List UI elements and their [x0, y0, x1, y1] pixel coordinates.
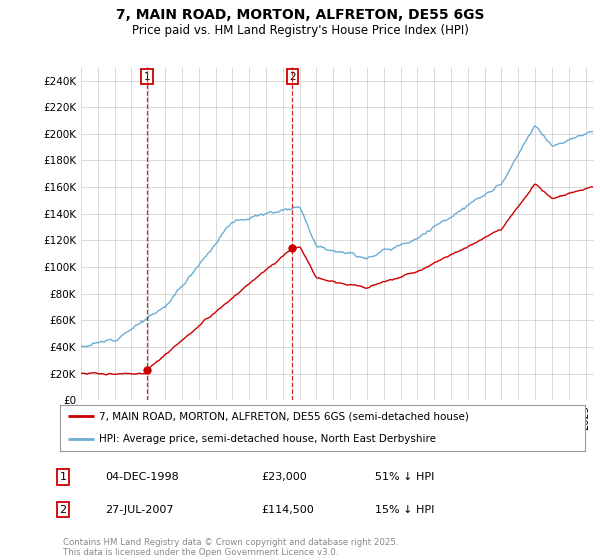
- Text: £23,000: £23,000: [261, 472, 307, 482]
- Text: 15% ↓ HPI: 15% ↓ HPI: [375, 505, 434, 515]
- Text: 7, MAIN ROAD, MORTON, ALFRETON, DE55 6GS (semi-detached house): 7, MAIN ROAD, MORTON, ALFRETON, DE55 6GS…: [100, 412, 469, 421]
- Text: 1: 1: [59, 472, 67, 482]
- Text: 04-DEC-1998: 04-DEC-1998: [105, 472, 179, 482]
- Text: 27-JUL-2007: 27-JUL-2007: [105, 505, 173, 515]
- Text: 7, MAIN ROAD, MORTON, ALFRETON, DE55 6GS: 7, MAIN ROAD, MORTON, ALFRETON, DE55 6GS: [116, 8, 484, 22]
- Text: Contains HM Land Registry data © Crown copyright and database right 2025.
This d: Contains HM Land Registry data © Crown c…: [63, 538, 398, 557]
- Text: Price paid vs. HM Land Registry's House Price Index (HPI): Price paid vs. HM Land Registry's House …: [131, 24, 469, 37]
- Text: 2: 2: [289, 72, 296, 82]
- Text: 2: 2: [59, 505, 67, 515]
- Text: HPI: Average price, semi-detached house, North East Derbyshire: HPI: Average price, semi-detached house,…: [100, 435, 436, 444]
- Text: 1: 1: [143, 72, 150, 82]
- Text: 51% ↓ HPI: 51% ↓ HPI: [375, 472, 434, 482]
- Text: £114,500: £114,500: [261, 505, 314, 515]
